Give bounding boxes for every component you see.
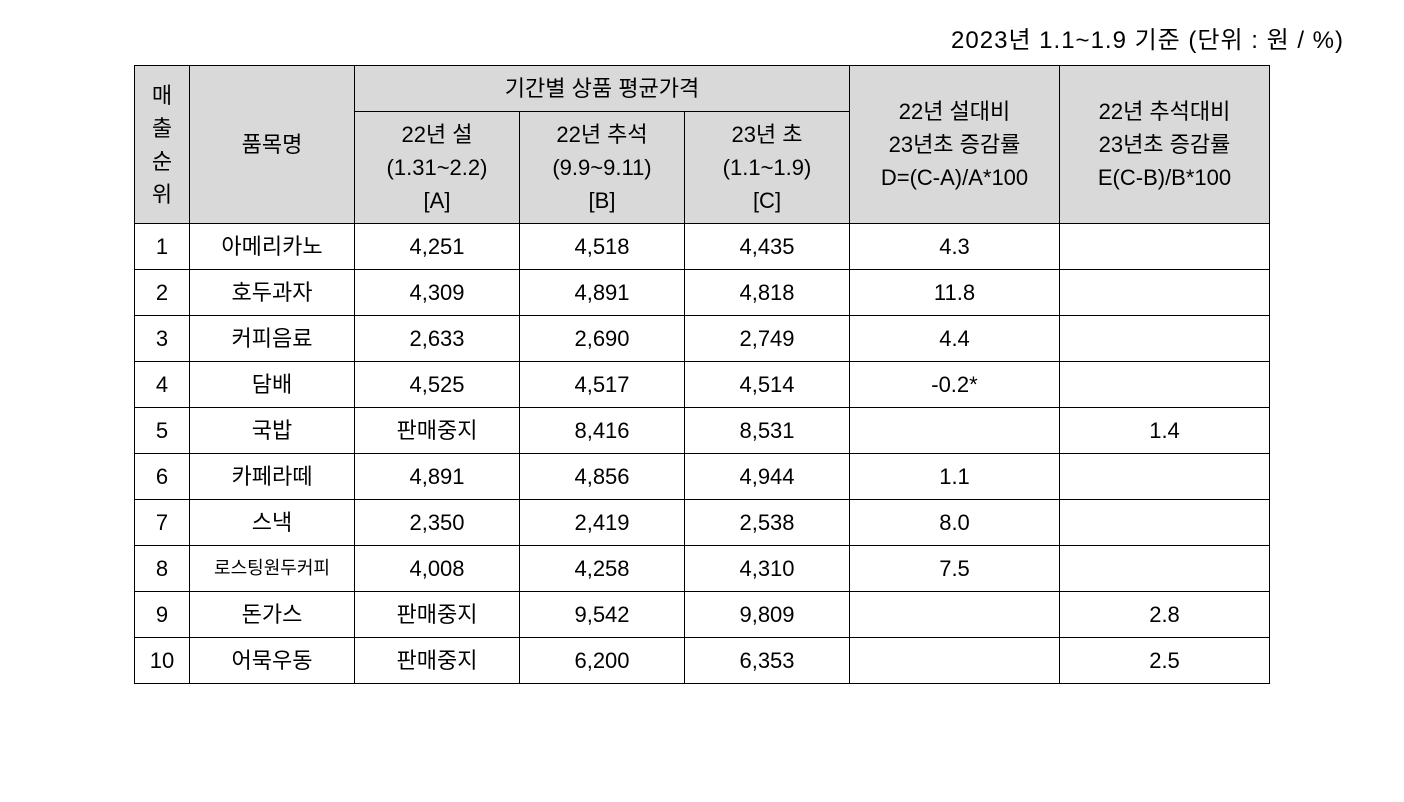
cell-col-d: 4.3	[850, 224, 1060, 270]
cell-period-a: 판매중지	[355, 592, 520, 638]
cell-col-d: 4.4	[850, 316, 1060, 362]
cell-col-e	[1060, 454, 1270, 500]
cell-period-b: 4,518	[520, 224, 685, 270]
cell-period-a: 2,350	[355, 500, 520, 546]
cell-col-e	[1060, 316, 1270, 362]
cell-rank: 8	[135, 546, 190, 592]
cell-period-c: 4,435	[685, 224, 850, 270]
cell-col-e	[1060, 224, 1270, 270]
cell-col-d: 8.0	[850, 500, 1060, 546]
cell-col-d	[850, 592, 1060, 638]
cell-period-c: 4,818	[685, 270, 850, 316]
cell-period-b: 9,542	[520, 592, 685, 638]
table-row: 7스낵2,3502,4192,5388.0	[135, 500, 1270, 546]
cell-rank: 3	[135, 316, 190, 362]
cell-col-e	[1060, 500, 1270, 546]
cell-rank: 9	[135, 592, 190, 638]
cell-period-b: 4,856	[520, 454, 685, 500]
cell-period-b: 4,517	[520, 362, 685, 408]
cell-period-c: 8,531	[685, 408, 850, 454]
table-header: 매출순위 품목명 기간별 상품 평균가격 22년 설대비 23년초 증감률 D=…	[135, 66, 1270, 224]
cell-period-a: 4,309	[355, 270, 520, 316]
header-period-a: 22년 설 (1.31~2.2) [A]	[355, 112, 520, 224]
header-period-group: 기간별 상품 평균가격	[355, 66, 850, 112]
cell-period-a: 4,891	[355, 454, 520, 500]
cell-period-b: 2,690	[520, 316, 685, 362]
cell-period-b: 4,258	[520, 546, 685, 592]
cell-period-c: 2,749	[685, 316, 850, 362]
cell-rank: 4	[135, 362, 190, 408]
cell-name: 담배	[190, 362, 355, 408]
table-row: 3커피음료2,6332,6902,7494.4	[135, 316, 1270, 362]
cell-name: 돈가스	[190, 592, 355, 638]
table-row: 6카페라떼4,8914,8564,9441.1	[135, 454, 1270, 500]
cell-col-e: 2.8	[1060, 592, 1270, 638]
table-row: 1아메리카노4,2514,5184,4354.3	[135, 224, 1270, 270]
cell-period-c: 6,353	[685, 638, 850, 684]
cell-name: 커피음료	[190, 316, 355, 362]
cell-period-a: 판매중지	[355, 638, 520, 684]
cell-period-b: 8,416	[520, 408, 685, 454]
header-period-b: 22년 추석 (9.9~9.11) [B]	[520, 112, 685, 224]
cell-rank: 10	[135, 638, 190, 684]
cell-col-e	[1060, 270, 1270, 316]
cell-col-e: 2.5	[1060, 638, 1270, 684]
cell-name: 호두과자	[190, 270, 355, 316]
cell-col-d: 7.5	[850, 546, 1060, 592]
cell-period-c: 4,514	[685, 362, 850, 408]
cell-period-a: 4,525	[355, 362, 520, 408]
cell-period-b: 2,419	[520, 500, 685, 546]
cell-col-e	[1060, 362, 1270, 408]
table-row: 9돈가스판매중지9,5429,809 2.8	[135, 592, 1270, 638]
cell-period-a: 판매중지	[355, 408, 520, 454]
cell-period-c: 9,809	[685, 592, 850, 638]
header-col-e: 22년 추석대비 23년초 증감률 E(C-B)/B*100	[1060, 66, 1270, 224]
table-row: 5국밥판매중지8,4168,531 1.4	[135, 408, 1270, 454]
cell-name: 아메리카노	[190, 224, 355, 270]
table-caption: 2023년 1.1~1.9 기준 (단위 : 원 / %)	[20, 20, 1344, 55]
cell-name: 국밥	[190, 408, 355, 454]
cell-period-a: 4,008	[355, 546, 520, 592]
table-row: 2호두과자4,3094,8914,81811.8	[135, 270, 1270, 316]
header-name: 품목명	[190, 66, 355, 224]
cell-name: 로스팅원두커피	[190, 546, 355, 592]
table-row: 8로스팅원두커피4,0084,2584,3107.5	[135, 546, 1270, 592]
cell-period-b: 6,200	[520, 638, 685, 684]
price-table: 매출순위 품목명 기간별 상품 평균가격 22년 설대비 23년초 증감률 D=…	[134, 65, 1270, 684]
table-row: 10어묵우동판매중지6,2006,353 2.5	[135, 638, 1270, 684]
header-rank: 매출순위	[135, 66, 190, 224]
cell-col-d	[850, 638, 1060, 684]
cell-period-c: 4,944	[685, 454, 850, 500]
cell-col-d: -0.2*	[850, 362, 1060, 408]
cell-period-c: 4,310	[685, 546, 850, 592]
cell-period-a: 4,251	[355, 224, 520, 270]
cell-rank: 5	[135, 408, 190, 454]
cell-period-c: 2,538	[685, 500, 850, 546]
table-row: 4담배4,5254,5174,514-0.2*	[135, 362, 1270, 408]
cell-col-d	[850, 408, 1060, 454]
cell-name: 카페라떼	[190, 454, 355, 500]
cell-name: 스낵	[190, 500, 355, 546]
cell-name: 어묵우동	[190, 638, 355, 684]
cell-col-e: 1.4	[1060, 408, 1270, 454]
cell-col-d: 11.8	[850, 270, 1060, 316]
cell-period-a: 2,633	[355, 316, 520, 362]
header-period-c: 23년 초 (1.1~1.9) [C]	[685, 112, 850, 224]
cell-rank: 6	[135, 454, 190, 500]
table-body: 1아메리카노4,2514,5184,4354.32호두과자4,3094,8914…	[135, 224, 1270, 684]
cell-rank: 2	[135, 270, 190, 316]
header-col-d: 22년 설대비 23년초 증감률 D=(C-A)/A*100	[850, 66, 1060, 224]
cell-col-d: 1.1	[850, 454, 1060, 500]
cell-col-e	[1060, 546, 1270, 592]
cell-rank: 7	[135, 500, 190, 546]
cell-rank: 1	[135, 224, 190, 270]
cell-period-b: 4,891	[520, 270, 685, 316]
